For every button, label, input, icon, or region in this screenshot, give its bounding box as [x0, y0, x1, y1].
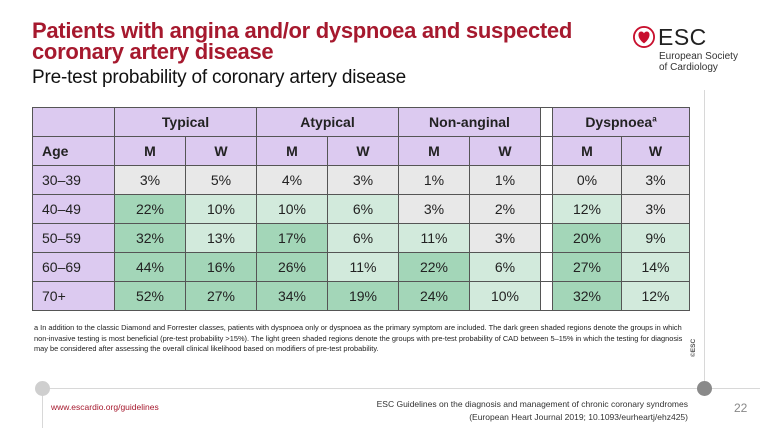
sex-header: W [621, 136, 690, 166]
logo-name: ESC [658, 24, 707, 50]
copyright: ©ESC [690, 338, 697, 357]
value-cell: 3% [398, 194, 470, 224]
value-cell: 34% [256, 281, 328, 311]
logo-line2: of Cardiology [659, 62, 718, 73]
divider-horizontal [42, 388, 760, 389]
empty-header-cell [32, 107, 115, 137]
age-cell: 30–39 [32, 165, 115, 195]
group-dyspnoea: Dyspnoeaa [552, 107, 690, 137]
gap-cell [540, 107, 553, 137]
divider-vertical-left [42, 388, 43, 428]
value-cell: 0% [552, 165, 622, 195]
value-cell: 6% [327, 194, 399, 224]
value-cell: 32% [114, 223, 186, 253]
value-cell: 22% [398, 252, 470, 282]
sex-header: W [469, 136, 541, 166]
citation: ESC Guidelines on the diagnosis and mana… [308, 398, 688, 424]
esc-logo: ESC European Society of Cardiology [633, 24, 753, 84]
value-cell: 11% [398, 223, 470, 253]
value-cell: 6% [327, 223, 399, 253]
value-cell: 10% [185, 194, 257, 224]
value-cell: 12% [552, 194, 622, 224]
value-cell: 3% [114, 165, 186, 195]
sex-header-row: Age M W M W M W M W [32, 136, 690, 166]
sex-header: W [327, 136, 399, 166]
group-header-row: Typical Atypical Non-anginal Dyspnoeaa [32, 107, 690, 137]
citation-line1: ESC Guidelines on the diagnosis and mana… [376, 399, 688, 409]
group-atypical: Atypical [256, 107, 399, 137]
age-cell: 70+ [32, 281, 115, 311]
value-cell: 10% [256, 194, 328, 224]
value-cell: 2% [469, 194, 541, 224]
decorative-dot-left [35, 381, 50, 396]
footnote: a In addition to the classic Diamond and… [34, 323, 683, 353]
table-row: 70+ 52% 27% 34% 19% 24% 10% 32% 12% [32, 281, 690, 311]
decorative-dot-right [697, 381, 712, 396]
heart-icon [633, 26, 655, 48]
gap-cell [540, 194, 553, 224]
gap-cell [540, 281, 553, 311]
value-cell: 13% [185, 223, 257, 253]
value-cell: 3% [621, 194, 690, 224]
sex-header: W [185, 136, 257, 166]
gap-cell [540, 252, 553, 282]
value-cell: 26% [256, 252, 328, 282]
logo-subtext: European Society of Cardiology [659, 51, 738, 73]
age-header: Age [32, 136, 115, 166]
value-cell: 3% [327, 165, 399, 195]
group-non-anginal: Non-anginal [398, 107, 541, 137]
gap-cell [540, 223, 553, 253]
pretest-probability-table: Typical Atypical Non-anginal Dyspnoeaa A… [32, 107, 690, 311]
table-row: 50–59 32% 13% 17% 6% 11% 3% 20% 9% [32, 223, 690, 253]
page-number: 22 [734, 401, 748, 415]
slide-title: Patients with angina and/or dyspnoea and… [32, 18, 572, 64]
value-cell: 17% [256, 223, 328, 253]
gap-cell [540, 165, 553, 195]
divider-vertical [704, 90, 705, 390]
sex-header: M [114, 136, 186, 166]
value-cell: 52% [114, 281, 186, 311]
value-cell: 1% [469, 165, 541, 195]
value-cell: 14% [621, 252, 690, 282]
value-cell: 27% [185, 281, 257, 311]
value-cell: 19% [327, 281, 399, 311]
value-cell: 9% [621, 223, 690, 253]
slide-subtitle: Pre-test probability of coronary artery … [32, 67, 406, 88]
value-cell: 6% [469, 252, 541, 282]
logo-line1: European Society [659, 51, 738, 62]
dyspnoea-label: Dyspnoea [585, 114, 653, 130]
value-cell: 22% [114, 194, 186, 224]
table-row: 30–39 3% 5% 4% 3% 1% 1% 0% 3% [32, 165, 690, 195]
value-cell: 16% [185, 252, 257, 282]
value-cell: 3% [621, 165, 690, 195]
value-cell: 32% [552, 281, 622, 311]
value-cell: 24% [398, 281, 470, 311]
guidelines-link[interactable]: www.escardio.org/guidelines [51, 402, 159, 412]
age-cell: 40–49 [32, 194, 115, 224]
value-cell: 10% [469, 281, 541, 311]
value-cell: 12% [621, 281, 690, 311]
gap-cell [540, 136, 553, 166]
sex-header: M [552, 136, 622, 166]
sex-header: M [398, 136, 470, 166]
citation-line2: (European Heart Journal 2019; 10.1093/eu… [469, 412, 688, 422]
table-row: 40–49 22% 10% 10% 6% 3% 2% 12% 3% [32, 194, 690, 224]
age-cell: 50–59 [32, 223, 115, 253]
value-cell: 3% [469, 223, 541, 253]
age-cell: 60–69 [32, 252, 115, 282]
value-cell: 5% [185, 165, 257, 195]
value-cell: 11% [327, 252, 399, 282]
value-cell: 4% [256, 165, 328, 195]
group-typical: Typical [114, 107, 257, 137]
value-cell: 20% [552, 223, 622, 253]
footnote-marker: a [652, 114, 657, 124]
sex-header: M [256, 136, 328, 166]
value-cell: 44% [114, 252, 186, 282]
table-row: 60–69 44% 16% 26% 11% 22% 6% 27% 14% [32, 252, 690, 282]
value-cell: 1% [398, 165, 470, 195]
value-cell: 27% [552, 252, 622, 282]
